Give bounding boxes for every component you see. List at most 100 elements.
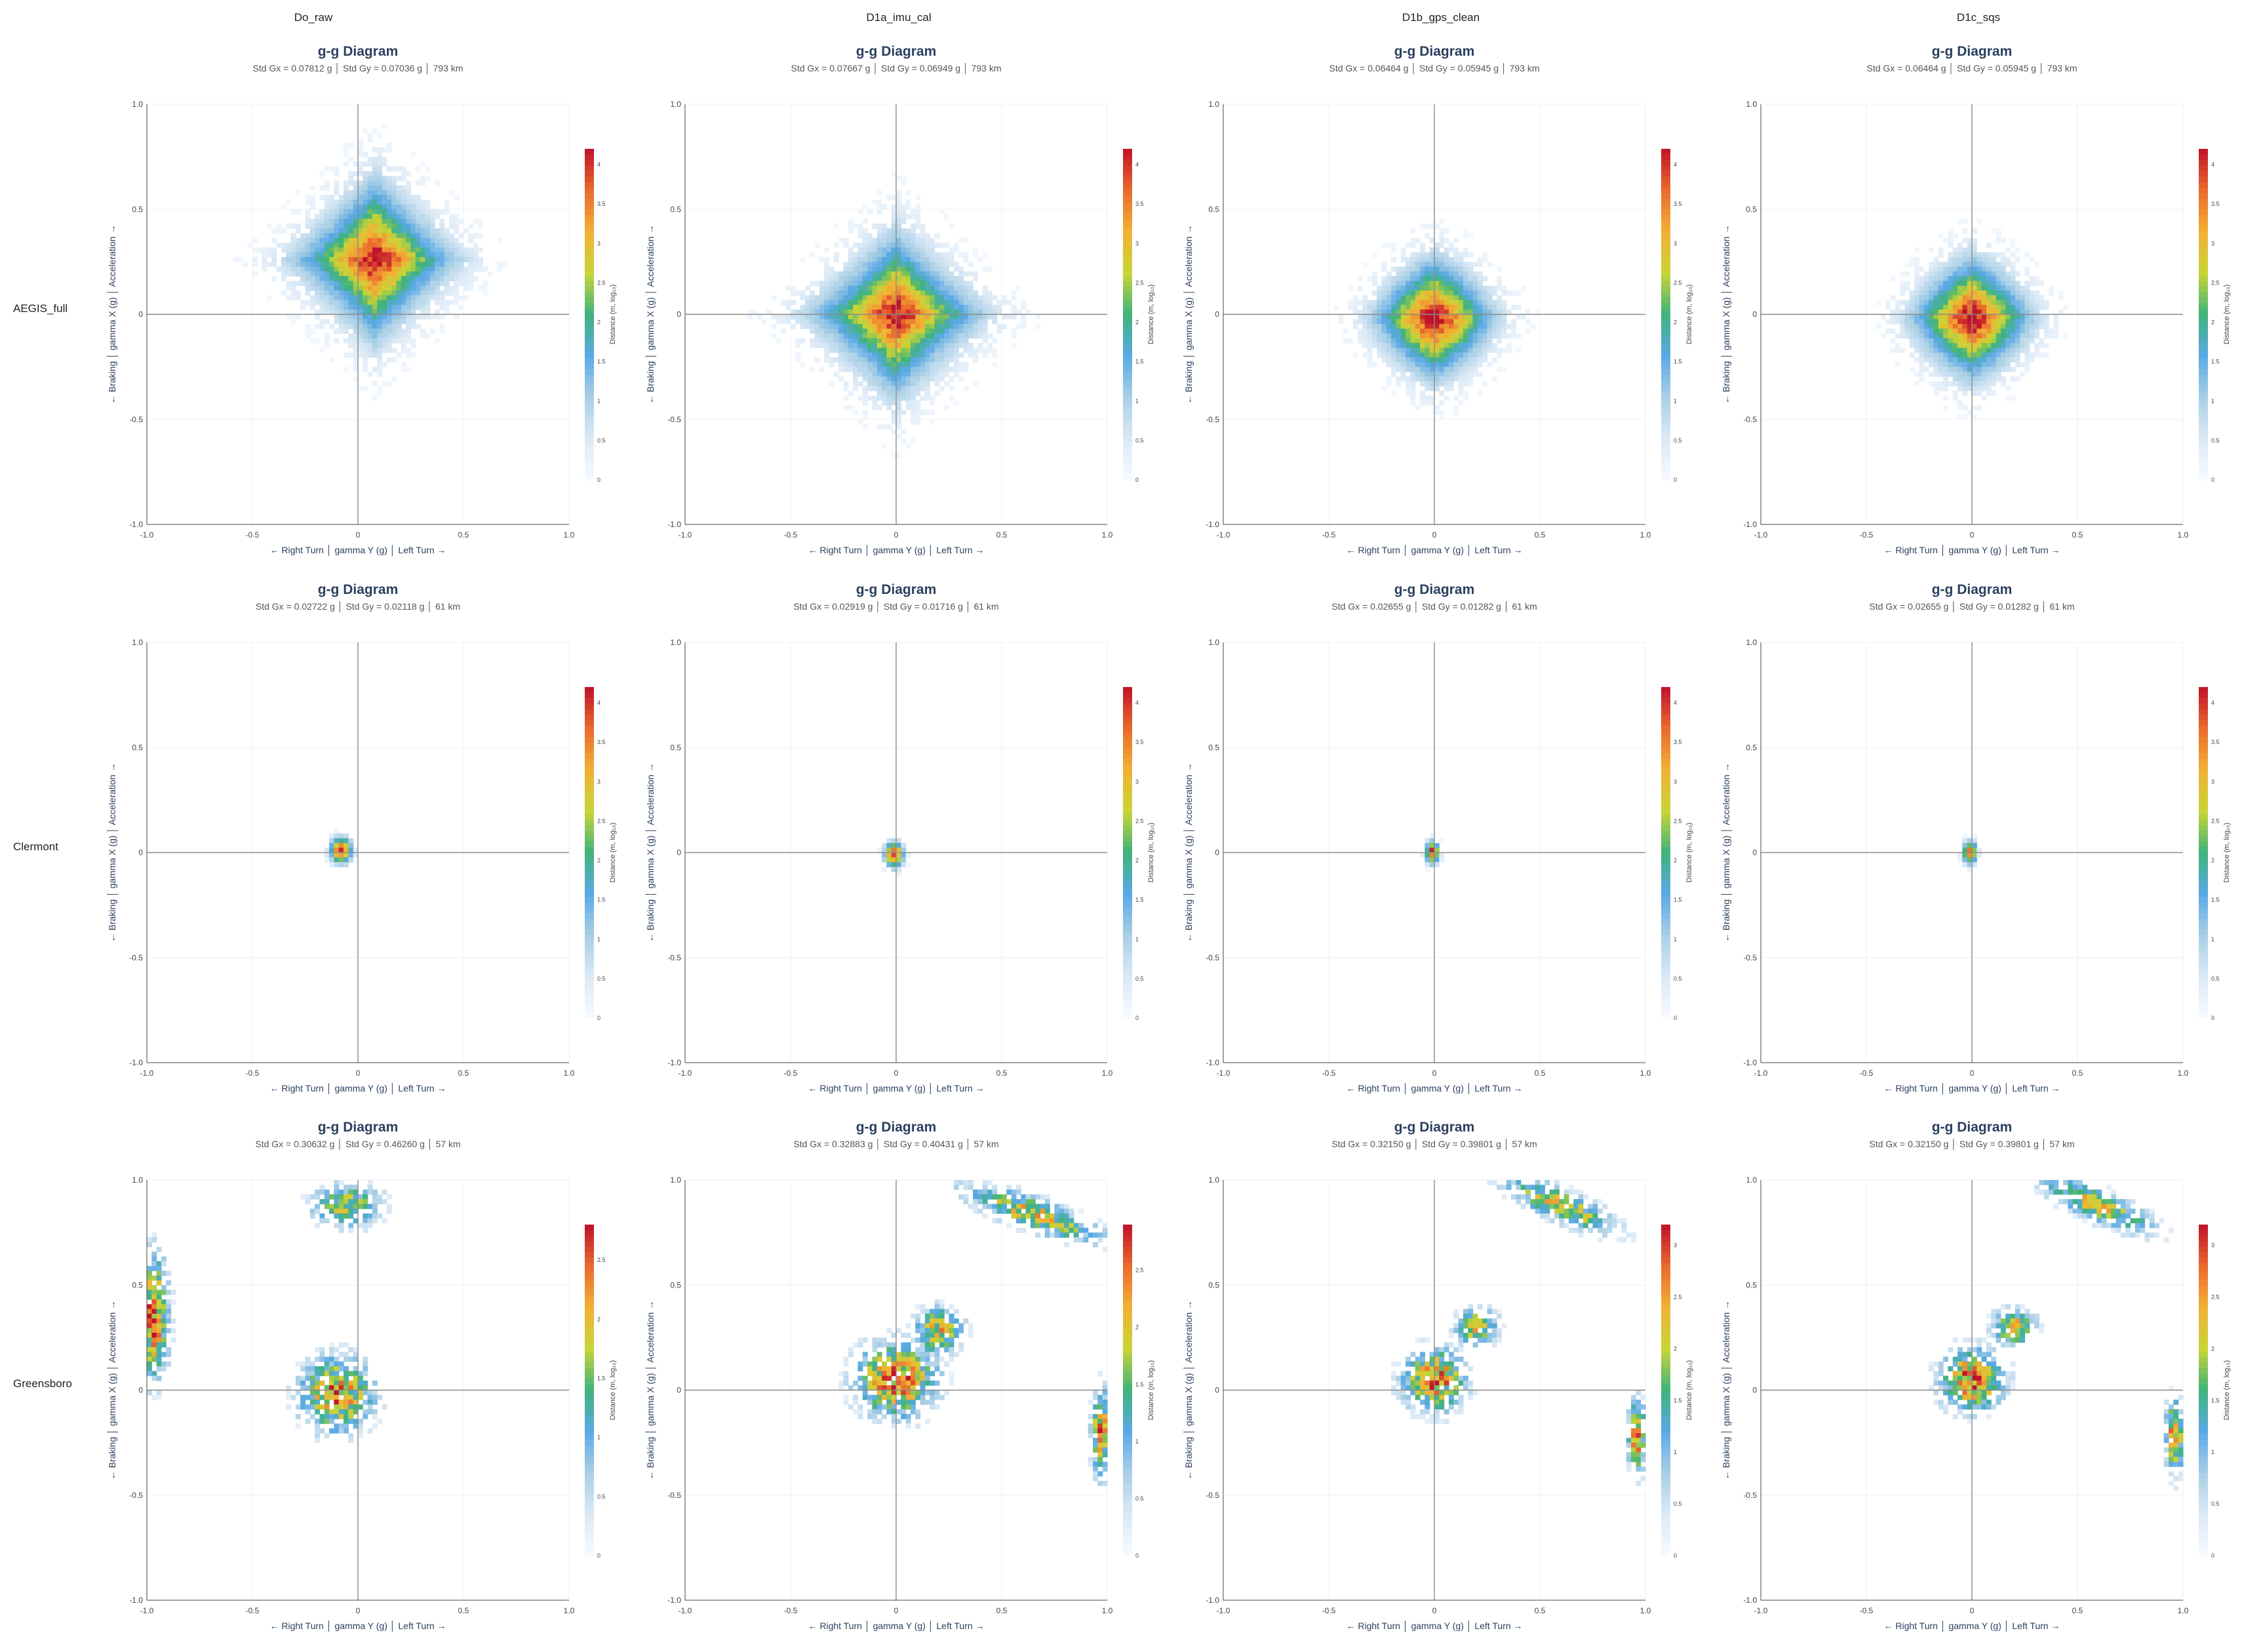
- y-tick-label: -1.0: [1743, 1058, 1757, 1067]
- colorbar-segment: [2199, 891, 2208, 897]
- heatmap-cell: [915, 243, 921, 248]
- heatmap-cell: [939, 338, 945, 344]
- heatmap-cell: [920, 266, 926, 272]
- heatmap-cell: [920, 281, 926, 286]
- heatmap-cell: [857, 343, 863, 349]
- colorbar-tick-label: 3: [1135, 240, 1139, 246]
- heatmap-cell: [454, 243, 460, 248]
- x-tick-label: 0.5: [1535, 530, 1546, 540]
- heatmap-cell: [367, 262, 373, 267]
- heatmap-cell: [867, 262, 873, 267]
- heatmap-cell: [901, 347, 907, 353]
- colorbar-segment: [585, 941, 594, 947]
- heatmap-cell: [968, 300, 974, 305]
- heatmap-cell: [791, 285, 796, 291]
- heatmap-cell: [2005, 304, 2011, 310]
- colorbar-segment: [585, 204, 594, 210]
- heatmap-cell: [920, 309, 926, 315]
- heatmap-cell: [429, 243, 435, 248]
- heatmap-cell: [1981, 257, 1987, 262]
- heatmap-cell: [1367, 357, 1373, 363]
- heatmap-cell: [295, 257, 301, 262]
- colorbar-segment: [1123, 430, 1132, 437]
- heatmap-cell: [781, 300, 787, 305]
- heatmap-cell: [1967, 276, 1973, 282]
- heatmap-cell: [295, 281, 301, 286]
- heatmap-cell: [1381, 333, 1387, 339]
- colorbar-segment: [1661, 264, 1670, 271]
- heatmap-cell: [1396, 362, 1402, 368]
- heatmap-cell: [1972, 266, 1977, 272]
- heatmap-cell: [1967, 867, 1973, 873]
- heatmap-cell: [901, 209, 907, 215]
- heatmap-cell: [1986, 300, 1992, 305]
- heatmap-cell: [1415, 328, 1421, 334]
- colorbar-segment: [585, 441, 594, 448]
- colorbar-segment: [2199, 215, 2208, 222]
- heatmap-cell: [425, 300, 431, 305]
- heatmap-cell: [2034, 314, 2040, 320]
- heatmap-cell: [992, 319, 998, 324]
- heatmap-cell: [833, 304, 839, 310]
- heatmap-cell: [901, 343, 907, 349]
- heatmap-cell: [1444, 257, 1449, 262]
- heatmap-cell: [882, 271, 887, 277]
- heatmap-cell: [891, 862, 897, 867]
- heatmap-cell: [963, 333, 969, 339]
- heatmap-cell: [853, 290, 859, 296]
- heatmap-cell: [939, 266, 945, 272]
- heatmap-cell: [910, 343, 916, 349]
- heatmap-cell: [876, 190, 882, 195]
- heatmap-cell: [876, 362, 882, 368]
- heatmap-cell: [1972, 257, 1977, 262]
- colorbar-segment: [585, 957, 594, 964]
- heatmap-cell: [1357, 309, 1363, 315]
- heatmap-cell: [1948, 357, 1954, 363]
- heatmap-cell: [1448, 376, 1454, 382]
- heatmap-cell: [949, 276, 954, 282]
- heatmap-cell: [1448, 362, 1454, 368]
- heatmap-cell: [891, 300, 897, 305]
- heatmap-cell: [1933, 285, 1939, 291]
- heatmap-cell: [334, 204, 340, 210]
- heatmap-cell: [872, 404, 878, 410]
- heatmap-cell: [410, 204, 416, 210]
- heatmap-cell: [2024, 357, 2030, 363]
- heatmap-cell: [920, 247, 926, 253]
- heatmap-cell: [963, 347, 969, 353]
- heatmap-cell: [406, 247, 412, 253]
- heatmap-cell: [396, 276, 402, 282]
- heatmap-cell: [1429, 262, 1435, 267]
- heatmap-cell: [391, 262, 397, 267]
- heatmap-cell: [953, 300, 959, 305]
- heatmap-cell: [1923, 319, 1929, 324]
- heatmap-cell: [963, 309, 969, 315]
- heatmap-cell: [266, 247, 272, 253]
- heatmap-cell: [1919, 347, 1925, 353]
- heatmap-cell: [1948, 243, 1954, 248]
- heatmap-cell: [290, 295, 296, 301]
- heatmap-cell: [1425, 276, 1430, 282]
- heatmap-cell: [944, 324, 950, 329]
- heatmap-cell: [795, 357, 801, 363]
- heatmap-cell: [1957, 347, 1963, 353]
- heatmap-cell: [882, 338, 887, 344]
- heatmap-cell: [1429, 276, 1435, 282]
- heatmap-cell: [1434, 362, 1440, 368]
- heatmap-cell: [1986, 381, 1992, 387]
- heatmap-cell: [1400, 366, 1406, 372]
- colorbar-segment: [2199, 753, 2208, 760]
- heatmap-cell: [425, 290, 431, 296]
- heatmap-cell: [1448, 276, 1454, 282]
- colorbar-segment: [585, 364, 594, 370]
- heatmap-cell: [944, 285, 950, 291]
- heatmap-cell: [353, 204, 359, 210]
- heatmap-cell: [1458, 300, 1464, 305]
- heatmap-cell: [348, 247, 354, 253]
- heatmap-cell: [410, 295, 416, 301]
- colorbar-segment: [1661, 941, 1670, 947]
- heatmap-cell: [401, 233, 406, 239]
- heatmap-cell: [401, 228, 406, 234]
- heatmap-cell: [1477, 333, 1483, 339]
- heatmap-cell: [838, 309, 844, 315]
